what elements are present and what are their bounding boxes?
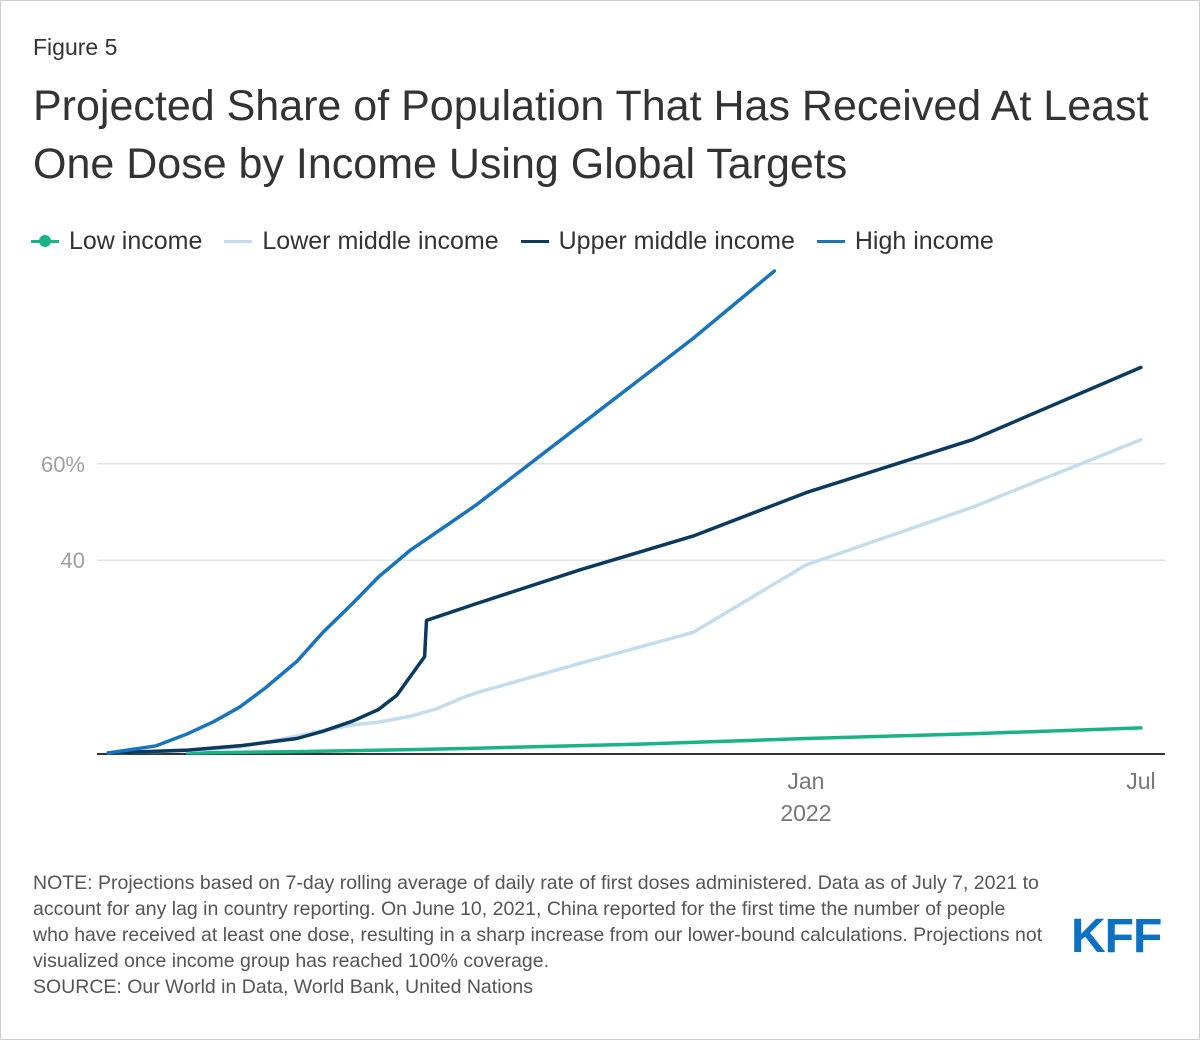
legend-swatch [31,234,59,247]
series-line-low-income [185,726,1143,755]
legend-swatch [520,239,549,243]
x-tick-sublabel: 2022 [780,800,831,826]
figure-label: Figure 5 [33,34,118,60]
chart-legend: Low income Lower middle income Upper middl… [31,225,1016,257]
y-tick-label: 40 [61,548,85,573]
legend-label: Low income [69,226,203,255]
line-chart: 40 60% Jan 2022 Jul [41,269,1165,826]
legend-label: Lower middle income [262,226,499,255]
legend-swatch [224,239,253,243]
y-tick-label: 60% [41,452,85,477]
chart-title: Projected Share of Population That Has R… [33,82,1149,188]
series-line-high-income [106,269,777,755]
legend-item-low-income: Low income [31,227,202,256]
legend-dot-icon [39,234,51,247]
legend-label: High income [854,226,994,255]
legend-item-lower-middle-income: Lower middle income [224,226,499,256]
kff-logo: KFF [1071,910,1162,963]
legend-swatch [816,239,845,243]
series-line-upper-middle-income [106,365,1143,755]
x-tick-label: Jul [1126,768,1155,794]
legend-label: Upper middle income [558,226,795,255]
x-tick-label: Jan [787,768,824,794]
legend-item-upper-middle-income: Upper middle income [520,226,795,256]
legend-item-high-income: High income [816,226,994,256]
series-line-lower-middle-income [106,437,1143,755]
chart-note: NOTE: Projections based on 7-day rolling… [33,870,1043,1000]
source-text: SOURCE: Our World in Data, World Bank, U… [33,976,533,998]
note-text: NOTE: Projections based on 7-day rolling… [33,872,1043,972]
